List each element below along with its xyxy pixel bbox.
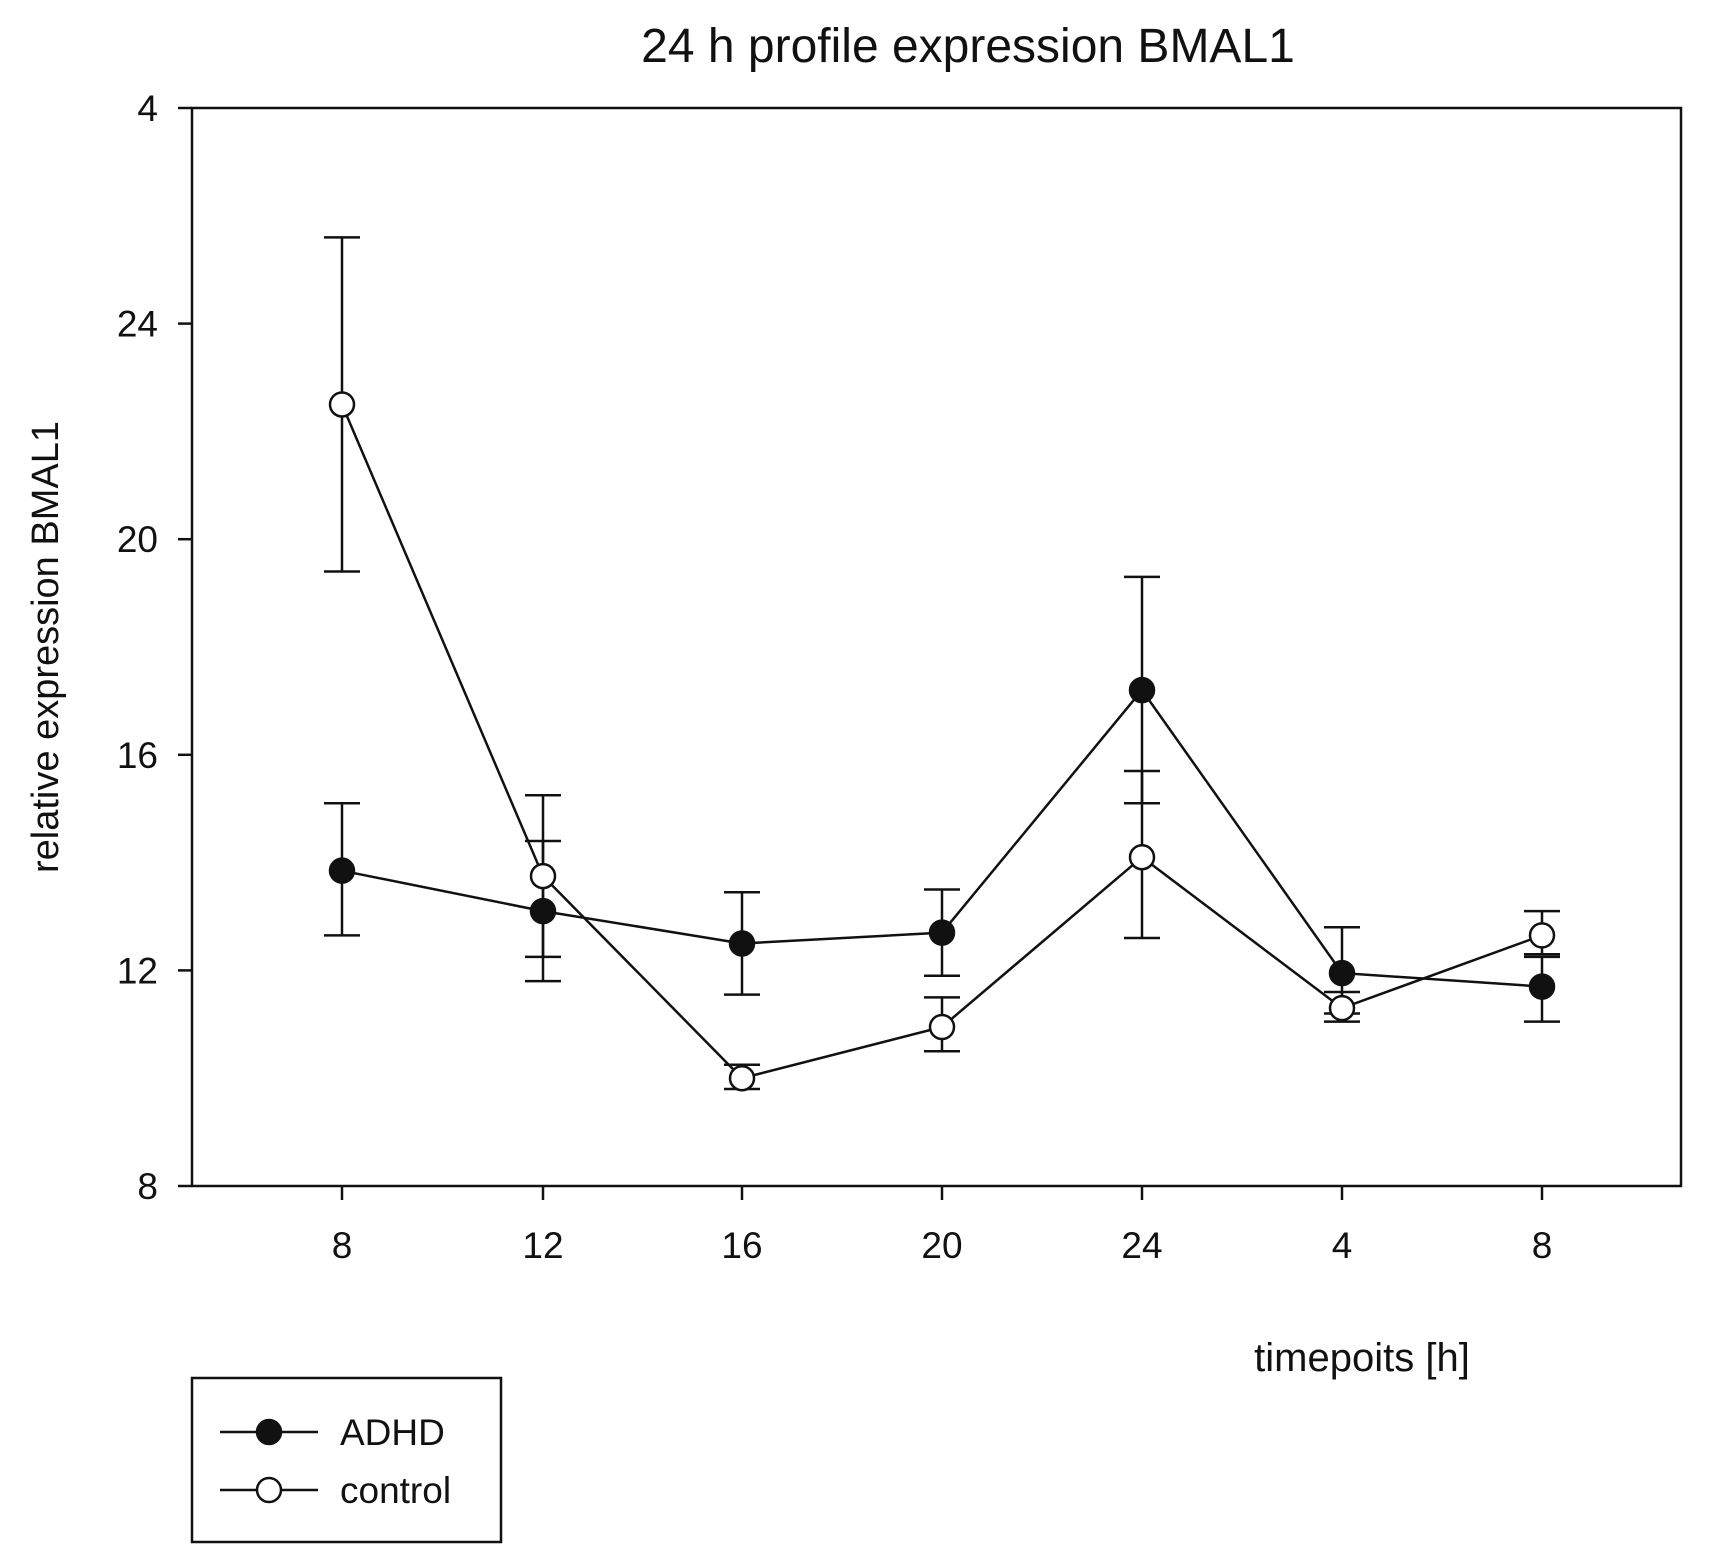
x-tick-label: 8 [332,1225,353,1266]
data-point-control [1328,994,1356,1022]
legend-marker-adhd [255,1418,283,1446]
data-point-control [1128,843,1156,871]
data-point-control [928,1013,956,1041]
data-point-adhd [328,857,356,884]
data-point-control [728,1064,756,1092]
legend: ADHD control [190,1376,503,1544]
y-tick-label: 8 [137,1166,158,1207]
chart-title: 24 h profile expression BMAL1 [641,20,1295,73]
y-tick-label: 12 [117,950,158,991]
y-tick-label: 24 [117,304,158,345]
x-axis: 8 12 16 20 24 4 8 [332,1186,1553,1266]
data-point-adhd [1328,959,1356,987]
y-axis-label: relative expression BMAL1 [25,421,67,873]
series-layer [324,236,1560,1092]
y-tick-label: 20 [117,519,158,560]
data-point-adhd [529,897,557,925]
series-line-control [340,403,1543,1080]
legend-marker-control [255,1476,283,1504]
x-tick-label: 12 [522,1225,563,1266]
x-tick-label: 16 [721,1225,762,1266]
data-point-adhd [928,919,956,946]
legend-box [190,1376,503,1544]
data-point-control [328,391,356,418]
legend-label-adhd: ADHD [340,1412,445,1453]
y-tick-label: 4 [137,88,158,129]
y-tick-label: 16 [117,735,158,776]
x-tick-label: 4 [1332,1225,1353,1266]
x-tick-label: 24 [1121,1225,1162,1266]
x-axis-label: timepoits [h] [1254,1336,1470,1380]
plot-frame [190,106,1683,1188]
data-point-adhd [1528,973,1556,1000]
x-tick-label: 8 [1532,1225,1553,1266]
markers-control [328,391,1556,1092]
data-point-control [529,862,557,890]
markers-adhd [328,676,1556,1000]
data-point-control [1528,922,1556,949]
data-point-adhd [728,930,756,957]
legend-label-control: control [340,1470,451,1511]
y-axis: 4 24 20 16 12 8 [117,88,192,1207]
x-tick-label: 20 [921,1225,962,1266]
data-point-adhd [1128,676,1156,704]
